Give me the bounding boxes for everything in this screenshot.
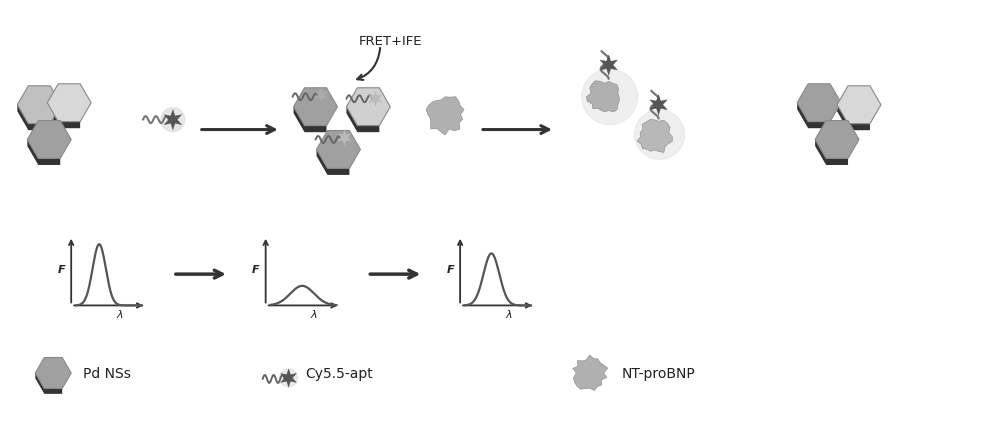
- Polygon shape: [797, 85, 841, 122]
- Circle shape: [635, 110, 684, 160]
- Polygon shape: [164, 110, 182, 130]
- Polygon shape: [27, 121, 71, 159]
- Text: Cy5.5-apt: Cy5.5-apt: [306, 366, 373, 380]
- Circle shape: [280, 369, 298, 387]
- Circle shape: [161, 108, 185, 132]
- Polygon shape: [346, 89, 390, 126]
- Text: F: F: [57, 265, 65, 275]
- Polygon shape: [338, 131, 351, 146]
- Polygon shape: [600, 56, 617, 76]
- Polygon shape: [650, 95, 667, 115]
- Polygon shape: [317, 131, 360, 169]
- Polygon shape: [47, 103, 80, 129]
- Polygon shape: [815, 140, 848, 166]
- Text: λ: λ: [311, 309, 318, 319]
- Polygon shape: [294, 108, 326, 133]
- Polygon shape: [837, 105, 870, 131]
- Text: NT-proBNP: NT-proBNP: [622, 366, 695, 380]
- Polygon shape: [294, 89, 337, 126]
- Polygon shape: [797, 103, 830, 129]
- Polygon shape: [586, 82, 619, 113]
- Circle shape: [582, 70, 638, 125]
- Polygon shape: [426, 98, 464, 136]
- Polygon shape: [837, 87, 881, 125]
- Polygon shape: [346, 108, 379, 133]
- Polygon shape: [369, 92, 382, 107]
- Polygon shape: [47, 85, 91, 122]
- Text: F: F: [252, 265, 259, 275]
- Polygon shape: [573, 355, 608, 391]
- Polygon shape: [35, 358, 71, 388]
- Polygon shape: [281, 369, 296, 387]
- Text: Pd NSs: Pd NSs: [83, 366, 131, 380]
- Polygon shape: [315, 88, 328, 103]
- Polygon shape: [637, 120, 672, 153]
- Text: FRET+IFE: FRET+IFE: [359, 35, 422, 48]
- Text: λ: λ: [505, 309, 512, 319]
- Text: λ: λ: [116, 309, 123, 319]
- Polygon shape: [815, 121, 859, 159]
- Polygon shape: [317, 150, 349, 175]
- Text: F: F: [446, 265, 454, 275]
- Polygon shape: [35, 373, 62, 394]
- Polygon shape: [17, 105, 50, 131]
- Polygon shape: [27, 140, 60, 166]
- Polygon shape: [17, 87, 61, 125]
